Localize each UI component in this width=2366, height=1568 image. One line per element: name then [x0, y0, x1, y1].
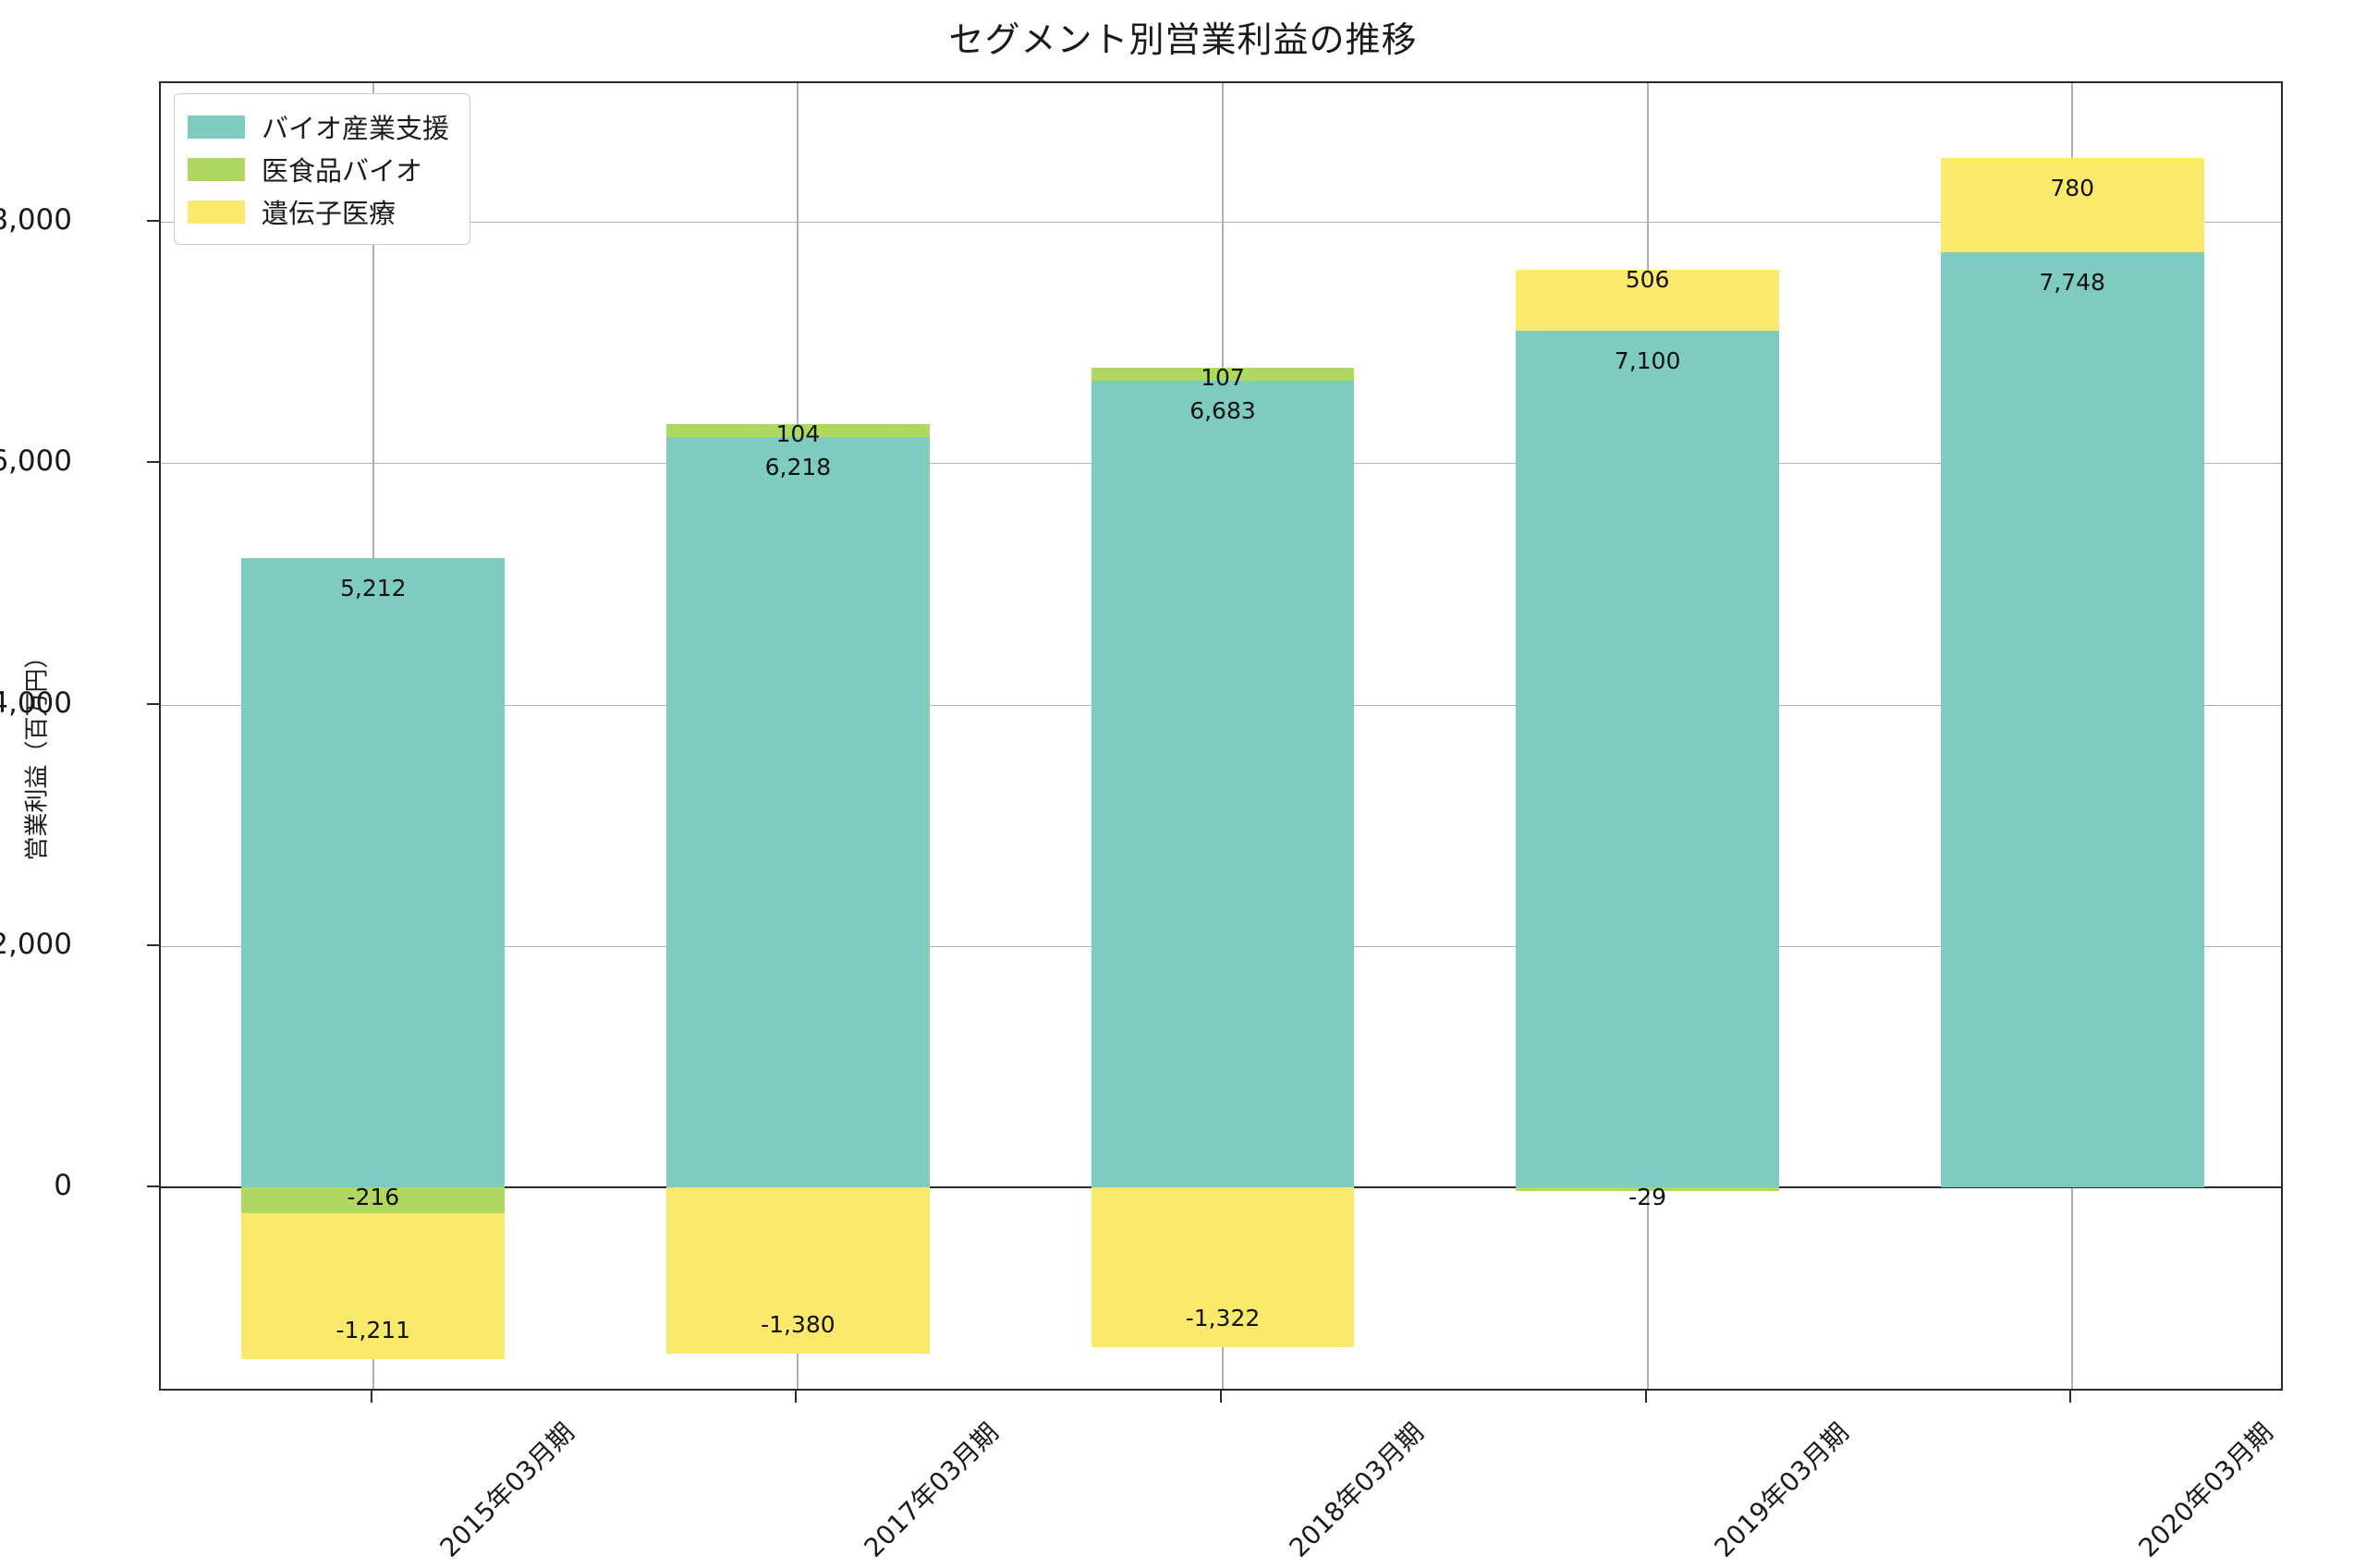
bar-segment[interactable]: [1091, 1186, 1355, 1347]
chart-legend: バイオ産業支援 医食品バイオ 遺伝子医療: [174, 93, 471, 245]
y-tick-label: 6,000: [0, 444, 72, 479]
bar-segment[interactable]: [1516, 1186, 1780, 1191]
x-tick-label: 2018年03月期: [1283, 1416, 1430, 1563]
y-tick-label: 0: [54, 1168, 72, 1202]
x-tick-mark: [2069, 1391, 2072, 1403]
y-tick-label: 8,000: [0, 203, 72, 237]
legend-item[interactable]: バイオ産業支援: [188, 105, 449, 148]
y-tick-label: 4,000: [0, 686, 72, 720]
bar-segment[interactable]: [241, 558, 506, 1187]
bar-segment[interactable]: [241, 1186, 506, 1214]
bar-segment[interactable]: [1516, 330, 1780, 1187]
x-tick-label: 2020年03月期: [2132, 1416, 2279, 1563]
legend-label-gene-medicine: 遺伝子医療: [262, 198, 396, 229]
bar-group[interactable]: [665, 83, 930, 1389]
x-tick-label: 2015年03月期: [433, 1416, 580, 1563]
x-tick-mark: [1220, 1391, 1222, 1403]
legend-swatch-gene-medicine: [188, 200, 245, 224]
y-tick-mark: [147, 943, 159, 946]
legend-item[interactable]: 遺伝子医療: [188, 190, 449, 233]
y-axis-title: 営業利益（百万円）: [23, 644, 52, 861]
plot-area: 5,212 -216 -1,211 6,218 104 -1,380 6,683 107 -1,…: [159, 81, 2283, 1391]
y-tick-label: 2,000: [0, 927, 72, 961]
bar-segment[interactable]: [241, 1213, 506, 1360]
bar-segment[interactable]: [665, 1186, 930, 1355]
x-tick-mark: [370, 1391, 372, 1403]
gridline-horizontal: [161, 222, 2281, 224]
y-tick-mark: [147, 220, 159, 223]
bar-segment[interactable]: [665, 424, 930, 437]
legend-item[interactable]: 医食品バイオ: [188, 148, 449, 190]
x-tick-mark: [795, 1391, 798, 1403]
x-tick-label: 2017年03月期: [858, 1416, 1006, 1563]
legend-label-medical-food-bio: 医食品バイオ: [262, 155, 423, 187]
bar-segment[interactable]: [1940, 158, 2204, 253]
y-tick-mark: [147, 1185, 159, 1187]
bar-group[interactable]: [241, 83, 506, 1389]
legend-label-bio-industry-support: バイオ産業支援: [262, 113, 450, 144]
x-tick-label: 2019年03月期: [1708, 1416, 1855, 1563]
bar-segment[interactable]: [1091, 381, 1355, 1187]
legend-swatch-bio-industry-support: [188, 115, 245, 139]
chart-title: セグメント別営業利益の推移: [948, 19, 1418, 60]
bar-segment[interactable]: [1940, 252, 2204, 1187]
bar-segment[interactable]: [1516, 269, 1780, 331]
legend-swatch-medical-food-bio: [188, 157, 245, 181]
bar-group[interactable]: [1516, 83, 1780, 1389]
bar-segment[interactable]: [665, 436, 930, 1187]
bar-segment[interactable]: [1091, 368, 1355, 382]
y-tick-mark: [147, 461, 159, 464]
x-tick-mark: [1644, 1391, 1647, 1403]
bar-group[interactable]: [1091, 83, 1355, 1389]
y-tick-mark: [147, 702, 159, 705]
bar-group[interactable]: [1940, 83, 2204, 1389]
